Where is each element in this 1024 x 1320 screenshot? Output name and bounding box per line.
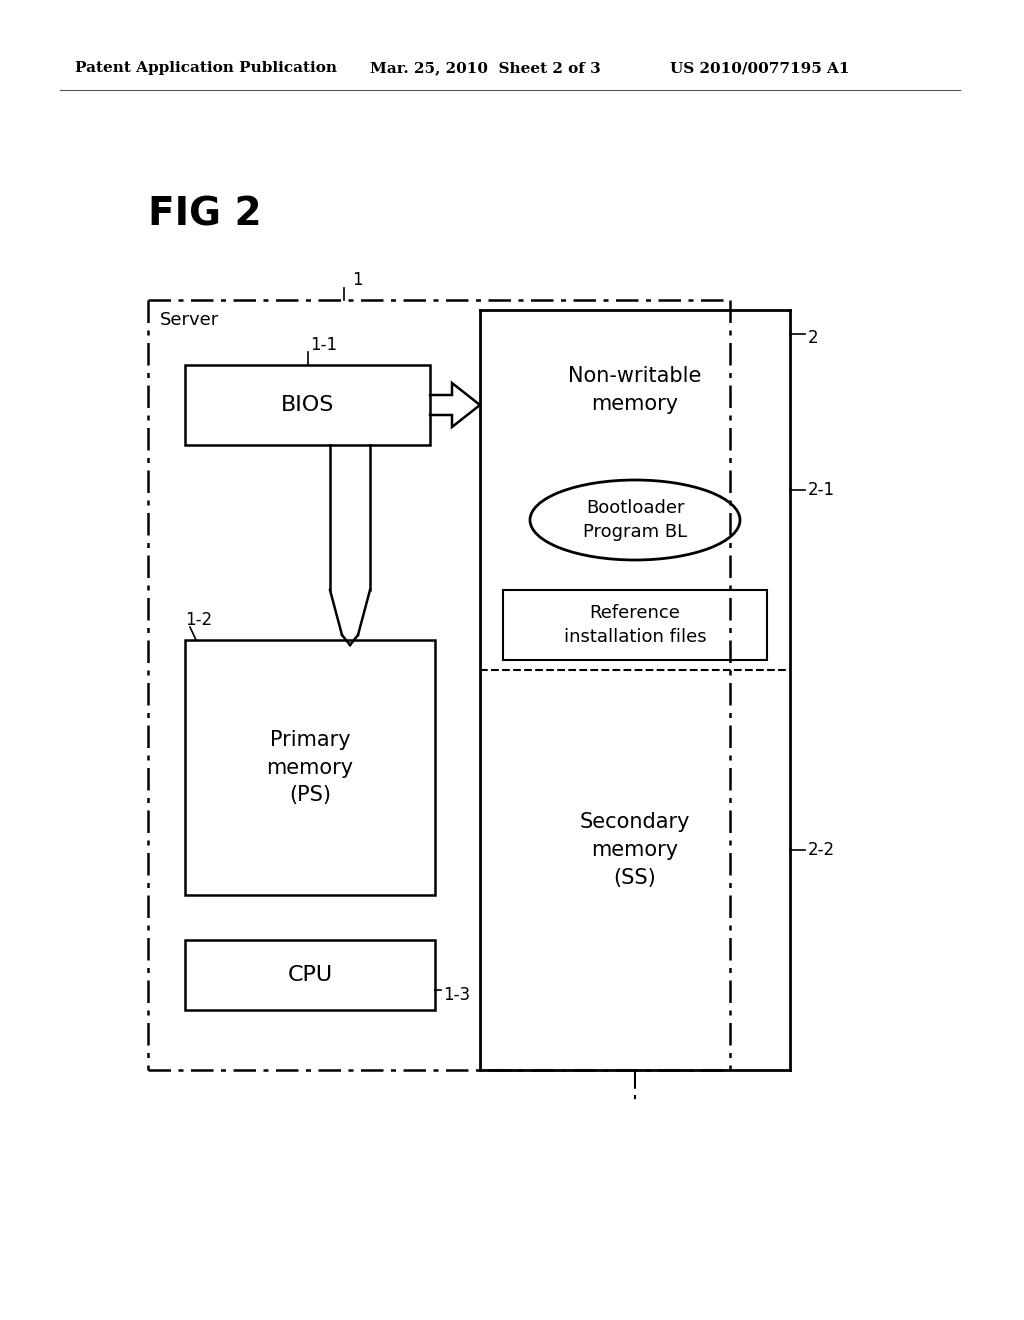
Text: 2-2: 2-2 <box>808 841 836 859</box>
Ellipse shape <box>530 480 740 560</box>
Text: Reference
installation files: Reference installation files <box>563 605 707 645</box>
Text: BIOS: BIOS <box>281 395 334 414</box>
Text: 1: 1 <box>352 271 362 289</box>
FancyBboxPatch shape <box>185 940 435 1010</box>
Text: Server: Server <box>160 312 219 329</box>
Text: Patent Application Publication: Patent Application Publication <box>75 61 337 75</box>
FancyBboxPatch shape <box>185 366 430 445</box>
Text: Non-writable
memory: Non-writable memory <box>568 366 701 414</box>
Text: 1-2: 1-2 <box>185 611 212 630</box>
Text: Secondary
memory
(SS): Secondary memory (SS) <box>580 812 690 888</box>
Text: 2-1: 2-1 <box>808 480 836 499</box>
Text: Mar. 25, 2010  Sheet 2 of 3: Mar. 25, 2010 Sheet 2 of 3 <box>370 61 601 75</box>
Text: 1-1: 1-1 <box>310 337 337 354</box>
FancyBboxPatch shape <box>185 640 435 895</box>
Text: FIG 2: FIG 2 <box>148 195 261 234</box>
Text: Primary
memory
(PS): Primary memory (PS) <box>266 730 353 805</box>
Text: US 2010/0077195 A1: US 2010/0077195 A1 <box>670 61 850 75</box>
Text: Bootloader
Program BL: Bootloader Program BL <box>583 499 687 541</box>
Text: CPU: CPU <box>288 965 333 985</box>
Text: 1-3: 1-3 <box>443 986 470 1005</box>
Text: 2: 2 <box>808 329 818 347</box>
FancyBboxPatch shape <box>503 590 767 660</box>
